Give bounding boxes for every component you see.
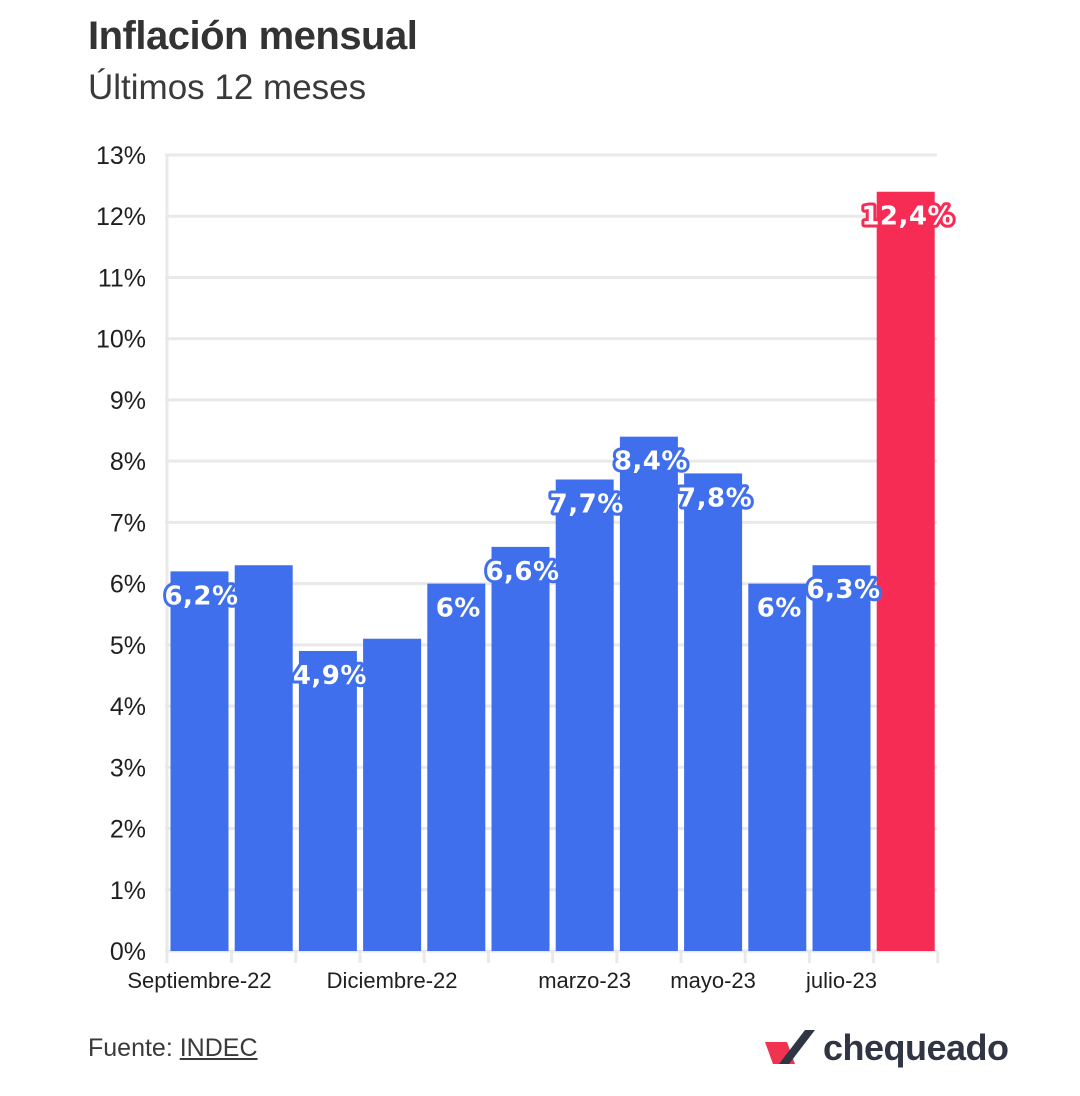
data-label: 6% [436, 594, 481, 624]
bar [748, 583, 807, 951]
y-axis: 0% 1% 2% 3% 4% 5% 6% 7% 8% 9% 10% 11% 12% 13% [96, 142, 146, 966]
bar [491, 546, 550, 951]
x-tick-label: Diciembre-22 [327, 968, 458, 993]
grid-lines [165, 153, 940, 963]
bar [363, 638, 422, 951]
bar [234, 565, 293, 951]
x-tick-label: marzo-23 [538, 968, 631, 993]
y-tick-label: 6% [110, 571, 146, 599]
y-tick-label: 8% [110, 448, 146, 476]
source-prefix: Fuente: [88, 1034, 173, 1062]
bar [170, 571, 229, 951]
chart-title: Inflación mensual [88, 14, 418, 58]
chequeado-logo[interactable]: chequeado [765, 1024, 1009, 1072]
y-tick-label: 2% [110, 816, 146, 844]
y-tick-label: 11% [98, 264, 146, 292]
bar [298, 650, 357, 951]
y-tick-label: 13% [96, 142, 146, 170]
chart-subtitle: Últimos 12 meses [88, 68, 367, 107]
chequeado-logo-mark-icon [765, 1030, 815, 1064]
data-label: 8,4% [614, 447, 688, 477]
source-link[interactable]: INDEC [179, 1034, 258, 1062]
data-label: 12,4% [861, 202, 954, 232]
x-tick-label: julio-23 [805, 968, 877, 993]
data-label: 4,9% [293, 661, 367, 691]
data-label: 6,3% [806, 575, 880, 605]
y-tick-label: 3% [110, 754, 146, 782]
y-tick-label: 1% [110, 877, 146, 905]
x-tick-label: mayo-23 [670, 968, 756, 993]
bar [684, 473, 743, 951]
y-tick-label: 9% [110, 387, 146, 415]
bar [555, 479, 614, 951]
bar [427, 583, 486, 951]
bar [876, 191, 935, 951]
data-label: 7,8% [678, 483, 752, 513]
y-tick-label: 5% [110, 632, 146, 660]
bars [170, 191, 935, 952]
y-tick-label: 10% [96, 326, 146, 354]
data-label: 6,6% [485, 557, 559, 587]
bar [619, 436, 678, 952]
y-tick-label: 0% [110, 938, 146, 966]
brand-name: chequeado [823, 1027, 1009, 1068]
x-tick-label: Septiembre-22 [127, 968, 271, 993]
y-tick-label: 7% [110, 509, 146, 537]
bar-chart: 6,2%4,9%6%6,6%7,7%8,4%7,8%6%6,3%12,4% 0%… [96, 142, 957, 993]
data-label: 6,2% [164, 581, 238, 611]
bar [812, 565, 871, 951]
source-note: Fuente: INDEC [88, 1034, 258, 1063]
data-labels: 6,2%4,9%6%6,6%7,7%8,4%7,8%6%6,3%12,4% [161, 199, 956, 694]
data-label: 7,7% [550, 490, 624, 520]
data-label: 6% [757, 594, 802, 624]
y-tick-label: 4% [110, 693, 146, 721]
y-tick-label: 12% [96, 203, 146, 231]
x-axis: Septiembre-22 Diciembre-22 marzo-23 mayo-23… [127, 968, 877, 993]
